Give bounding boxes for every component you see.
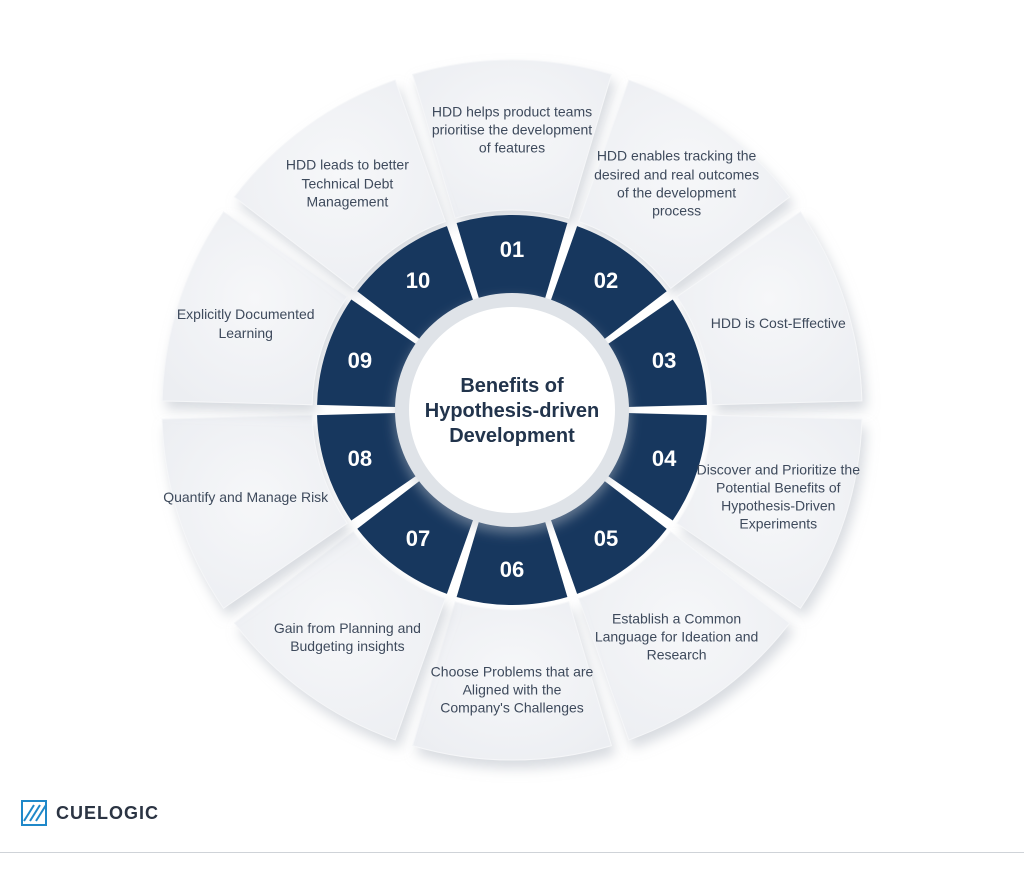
segment-text-09: Explicitly Documented Learning (161, 305, 331, 341)
segment-number-05: 05 (586, 526, 626, 552)
segment-text-03: HDD is Cost-Effective (693, 314, 863, 332)
segment-text-01: HDD helps product teams prioritise the d… (427, 103, 597, 158)
segment-number-08: 08 (340, 446, 380, 472)
segment-number-04: 04 (644, 446, 684, 472)
footer-divider (0, 852, 1024, 853)
logo-mark-icon (20, 799, 48, 827)
brand-logo: CUELOGIC (20, 799, 159, 827)
segment-number-02: 02 (586, 268, 626, 294)
segment-text-02: HDD enables tracking the desired and rea… (592, 147, 762, 220)
segment-number-06: 06 (492, 557, 532, 583)
diagram-canvas: Benefits of Hypothesis-driven Developmen… (0, 0, 1024, 820)
logo-text: CUELOGIC (56, 803, 159, 824)
segment-number-03: 03 (644, 348, 684, 374)
segment-text-10: HDD leads to better Technical Debt Manag… (262, 156, 432, 211)
segment-text-05: Establish a Common Language for Ideation… (592, 609, 762, 664)
segment-text-08: Quantify and Manage Risk (161, 487, 331, 505)
segment-number-10: 10 (398, 268, 438, 294)
center-title: Benefits of Hypothesis-driven Developmen… (412, 374, 612, 449)
segment-number-09: 09 (340, 348, 380, 374)
segment-text-06: Choose Problems that are Aligned with th… (427, 663, 597, 718)
segment-text-07: Gain from Planning and Budgeting insight… (262, 618, 432, 654)
segment-number-07: 07 (398, 526, 438, 552)
segment-number-01: 01 (492, 237, 532, 263)
segment-text-04: Discover and Prioritize the Potential Be… (693, 460, 863, 533)
